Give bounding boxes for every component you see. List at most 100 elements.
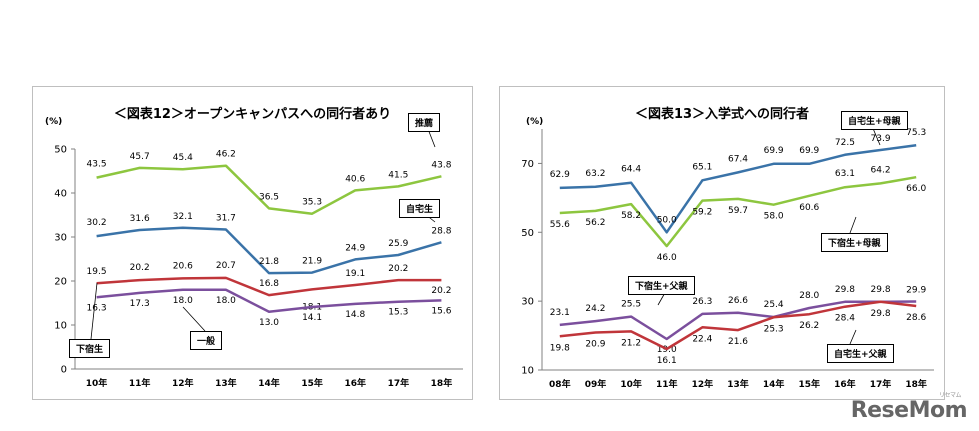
y-tick-label: 10: [521, 366, 534, 377]
data-label: 25.9: [388, 239, 408, 249]
data-label: 31.7: [216, 214, 236, 224]
callout-leader-line: [90, 282, 98, 340]
data-label: 17.3: [130, 299, 150, 309]
data-label: 29.9: [906, 285, 926, 295]
x-tick-label: 13年: [727, 378, 749, 390]
data-label: 63.1: [835, 169, 855, 179]
data-label: 73.9: [871, 134, 891, 144]
data-label: 46.2: [216, 150, 236, 160]
data-label: 20.9: [585, 339, 605, 349]
data-label: 14.8: [345, 310, 365, 320]
data-label: 45.7: [130, 152, 150, 162]
data-label: 31.6: [130, 214, 150, 224]
y-tick-label: 70: [521, 159, 534, 170]
data-label: 46.0: [657, 253, 677, 263]
data-label: 16.1: [657, 356, 677, 366]
x-tick-label: 11年: [129, 377, 151, 389]
data-label: 21.9: [302, 257, 322, 267]
callout-leader-line: [849, 216, 857, 234]
data-label: 19.1: [345, 269, 365, 279]
data-label: 59.7: [728, 206, 748, 216]
legend-callout-jitaku-chichi: 自宅生+父親: [827, 344, 894, 363]
data-label: 24.2: [585, 304, 605, 314]
data-label: 15.6: [431, 306, 451, 316]
data-label: 58.0: [764, 212, 784, 222]
data-label: 40.6: [345, 174, 365, 184]
x-tick-label: 12年: [172, 377, 194, 389]
legend-callout-ippan: 一般: [190, 331, 223, 350]
data-label: 65.1: [692, 162, 712, 172]
data-label: 56.2: [585, 218, 605, 228]
legend-callout-suisen: 推薦: [408, 113, 441, 132]
data-label: 26.3: [692, 297, 712, 307]
data-label: 28.8: [431, 226, 451, 236]
line-chart-right: 10 30 50 70 08年 09年 10年 11年 12年 13年 14年 15年 16年 17年 18…: [521, 125, 934, 390]
data-label: 21.2: [621, 338, 641, 348]
data-label: 15.3: [388, 308, 408, 318]
data-label: 19.5: [87, 267, 107, 277]
data-label: 67.4: [728, 154, 748, 164]
legend-callout-geshukusei: 下宿生: [69, 339, 111, 358]
data-label: 35.3: [302, 198, 322, 208]
data-label: 60.6: [799, 203, 819, 213]
data-label: 28.0: [799, 291, 819, 301]
callout-leader-line: [849, 329, 857, 345]
data-label: 29.8: [835, 285, 855, 295]
y-tick-label: 20: [54, 277, 67, 288]
data-label: 30.2: [87, 218, 107, 228]
series-line-1: [559, 143, 917, 234]
logo-small-text: リセマム: [938, 392, 962, 399]
data-label: 36.5: [259, 192, 279, 202]
data-label: 69.9: [764, 146, 784, 156]
x-tick-label: 11年: [656, 378, 678, 390]
x-tick-label: 14年: [763, 378, 785, 390]
x-tick-label: 17年: [870, 378, 892, 390]
x-tick-label: 10年: [86, 377, 108, 389]
series-line-3: [559, 300, 917, 341]
data-label: 18.0: [173, 296, 193, 306]
data-label: 24.9: [345, 243, 365, 253]
data-label: 59.2: [692, 208, 712, 218]
x-tick-label: 15年: [799, 378, 821, 390]
legend-callout-jitaku-haha: 自宅生+母親: [841, 111, 908, 130]
y-tick-label: 30: [521, 297, 534, 308]
y-tick-label: 30: [54, 233, 67, 244]
x-tick-label: 16年: [834, 378, 856, 390]
data-label: 29.8: [871, 285, 891, 295]
x-tick-label: 18年: [905, 378, 927, 390]
data-label: 20.2: [388, 264, 408, 274]
chart-title-left: ＜図表12＞オープンキャンパスへの同行者あり: [113, 107, 392, 122]
data-label: 21.6: [728, 337, 748, 347]
data-label: 20.7: [216, 261, 236, 271]
data-label: 64.4: [621, 165, 641, 175]
data-label: 45.4: [173, 153, 193, 163]
data-label: 20.2: [431, 286, 451, 296]
data-label: 26.6: [728, 296, 748, 306]
y-unit-left: (%): [45, 117, 63, 127]
legend-callout-jitakusei: 自宅生: [399, 199, 441, 218]
series-line-2: [96, 226, 442, 275]
x-tick-label: 14年: [258, 377, 280, 389]
series-line-4: [559, 300, 917, 351]
x-tick-label: 16年: [344, 377, 366, 389]
data-label: 16.8: [259, 279, 279, 289]
data-label: 63.2: [585, 169, 605, 179]
x-tick-label: 15年: [301, 377, 323, 389]
data-label: 64.2: [871, 165, 891, 175]
chart-panel-right: ＜図表13＞入学式への同行者 (%) 10 30 50 70 08年 09年 10年 11年 1…: [499, 86, 945, 400]
line-chart-left: 0 10 20 30 40 50 10年 11年 12年 13年 14年 15年 16年 17年 18年 43…: [54, 128, 463, 389]
data-label: 20.2: [130, 263, 150, 273]
logo-text: ReseMom: [850, 398, 968, 423]
x-tick-label: 09年: [585, 378, 607, 390]
legend-callout-geshuku-chichi: 下宿生+父親: [628, 276, 695, 295]
y-unit-right: (%): [526, 117, 544, 127]
data-label: 43.5: [87, 160, 107, 170]
data-label: 29.8: [871, 309, 891, 319]
data-label: 72.5: [835, 138, 855, 148]
data-label: 16.3: [87, 303, 107, 313]
series-line-4: [96, 288, 442, 314]
data-label: 25.5: [621, 300, 641, 310]
series-line-3: [96, 276, 442, 297]
chart-title-right: ＜図表13＞入学式への同行者: [634, 107, 810, 122]
data-label: 19.8: [550, 343, 570, 353]
